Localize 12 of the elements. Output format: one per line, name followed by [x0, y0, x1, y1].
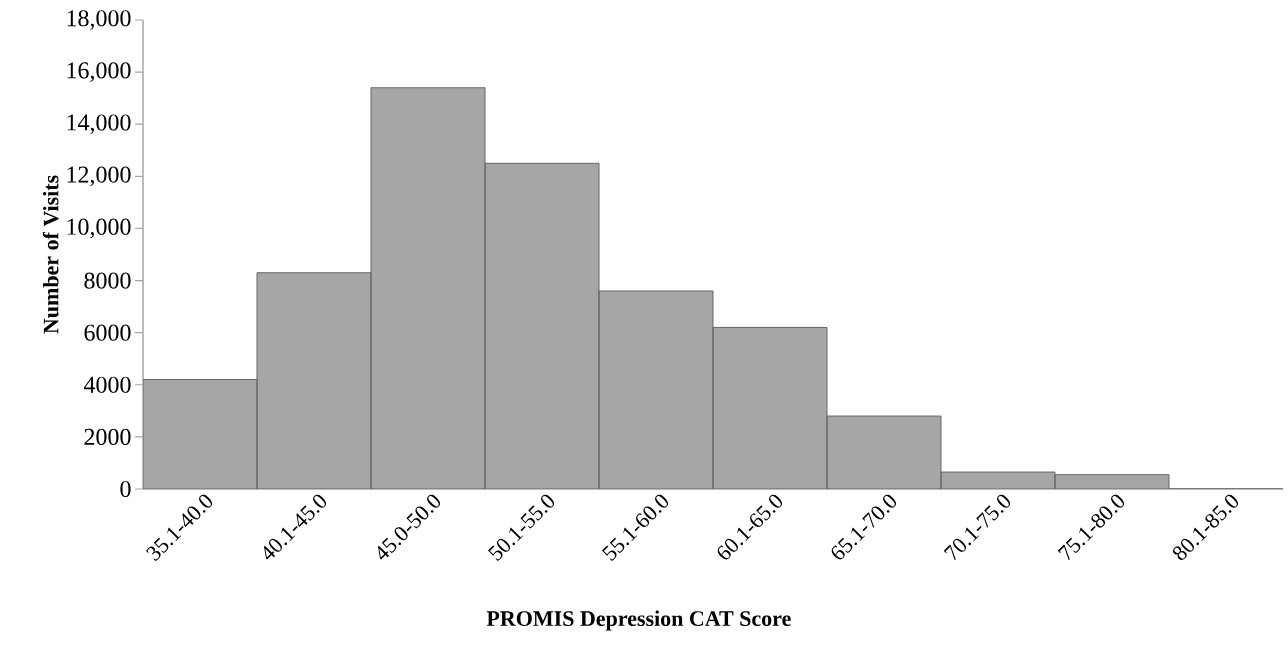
- y-tick-label: 4000: [83, 376, 131, 393]
- x-axis-title: PROMIS Depression CAT Score: [486, 610, 791, 631]
- y-tick-label: 2000: [84, 428, 131, 445]
- y-tick-label: 14,000: [67, 114, 131, 135]
- y-tick-label: 16,000: [67, 62, 131, 82]
- y-tick-label: 12,000: [67, 166, 131, 187]
- y-axis-title: Number of Visits: [42, 175, 59, 334]
- y-tick-label: 10,000: [67, 218, 131, 239]
- y-tick-label: 6000: [84, 324, 131, 341]
- y-tick-label: 8000: [84, 272, 131, 289]
- y-tick-label: 18,000: [67, 10, 131, 30]
- y-tick-label: 0: [120, 480, 131, 498]
